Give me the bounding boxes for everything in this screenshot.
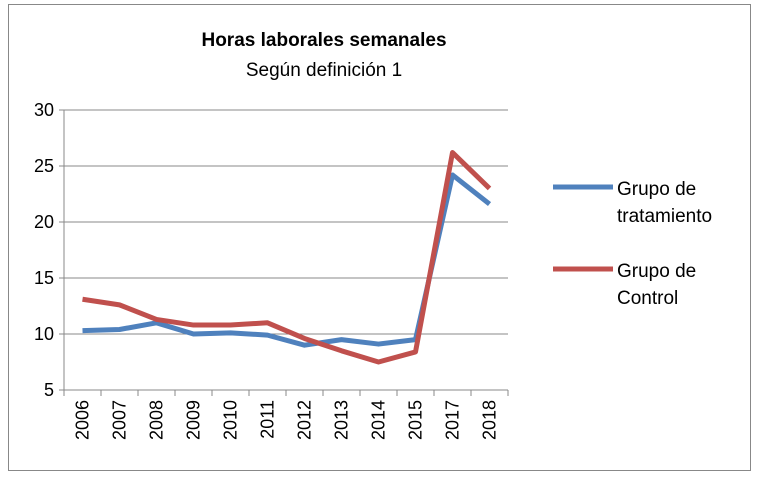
x-tick-label: 2015 bbox=[406, 400, 426, 440]
series-line bbox=[82, 150, 492, 365]
y-tick-label: 30 bbox=[34, 100, 54, 120]
x-tick-label: 2014 bbox=[369, 400, 389, 440]
chart-title: Horas laborales semanales bbox=[201, 30, 446, 51]
legend-label: Grupo de Control bbox=[617, 261, 697, 309]
x-tick-label: 2007 bbox=[110, 400, 130, 440]
chart-border bbox=[8, 4, 751, 471]
x-tick-label: 2013 bbox=[332, 400, 352, 440]
x-tick-label: 2008 bbox=[147, 400, 167, 440]
x-tick-label: 2010 bbox=[221, 400, 241, 440]
x-tick-label: 2006 bbox=[73, 400, 93, 440]
x-tick-label: 2018 bbox=[480, 400, 500, 440]
x-tick-label: 2017 bbox=[443, 400, 463, 440]
y-tick-label: 25 bbox=[34, 156, 54, 176]
y-tick-label: 5 bbox=[44, 380, 54, 400]
chart-subtitle: Según definición 1 bbox=[246, 60, 402, 81]
y-tick-label: 10 bbox=[34, 324, 54, 344]
x-tick-label: 2011 bbox=[258, 400, 278, 439]
x-tick-label: 2009 bbox=[184, 400, 204, 440]
y-tick-label: 15 bbox=[34, 268, 54, 288]
y-tick-label: 20 bbox=[34, 212, 54, 232]
legend-label: Grupo de tratamiento bbox=[617, 179, 713, 227]
x-tick-label: 2012 bbox=[295, 400, 315, 440]
